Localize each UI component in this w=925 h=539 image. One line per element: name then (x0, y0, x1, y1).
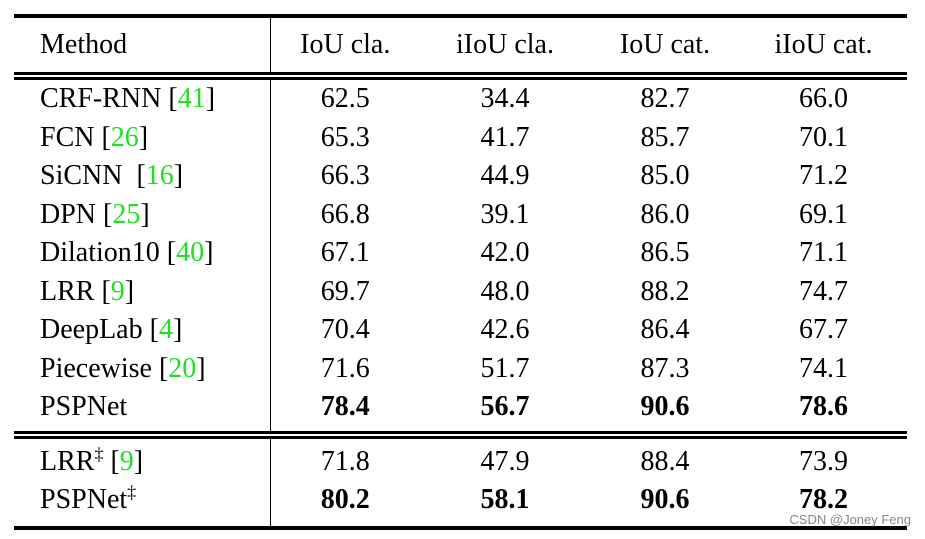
row-group: CRF-RNN [41] 62.5 34.4 82.7 66.0 FCN [26] 65.3… (14, 76, 907, 435)
value-cell: 88.2 (640, 275, 690, 307)
table-row: PSPNet 78.4 56.7 90.6 78.6 (14, 388, 907, 435)
value-cell: 34.4 (480, 83, 530, 115)
method-cell: SiCNN [16] (14, 157, 271, 196)
value-cell: 78.4 (320, 391, 370, 423)
value-cell: 90.6 (640, 484, 690, 516)
method-cell: Dilation10 [40] (14, 234, 271, 273)
row-group: LRR‡ [9] 71.8 47.9 88.4 73.9 PSPNet‡ 80.2 58.1 9… (14, 434, 907, 528)
value-cell: 69.1 (799, 198, 848, 230)
value-cell: 62.5 (320, 83, 370, 115)
value-cell: 65.3 (320, 121, 370, 153)
table-row: DeepLab [4] 70.4 42.6 86.4 67.7 (14, 311, 907, 350)
value-cell: 88.4 (640, 445, 690, 477)
value-cell: 86.5 (640, 237, 690, 269)
value-cell: 78.2 (799, 484, 848, 516)
method-cell: CRF-RNN [41] (14, 76, 271, 119)
value-cell: 48.0 (480, 275, 530, 307)
value-cell: 90.6 (640, 391, 690, 423)
method-cell: PSPNet‡ (14, 481, 271, 528)
table-row: DPN [25] 66.8 39.1 86.0 69.1 (14, 195, 907, 234)
value-cell: 87.3 (640, 352, 690, 384)
method-cell: DPN [25] (14, 195, 271, 234)
value-cell: 42.6 (480, 314, 530, 346)
watermark: CSDN @Joney Feng (789, 512, 911, 527)
value-cell: 67.7 (799, 314, 848, 346)
value-cell: 86.4 (640, 314, 690, 346)
table-row: LRR‡ [9] 71.8 47.9 88.4 73.9 (14, 434, 907, 481)
value-cell: 80.2 (320, 484, 370, 516)
value-cell: 71.8 (320, 445, 370, 477)
method-cell: Piecewise [20] (14, 349, 271, 388)
table-row: Piecewise [20] 71.6 51.7 87.3 74.1 (14, 349, 907, 388)
value-cell: 74.7 (799, 275, 848, 307)
value-cell: 85.7 (640, 121, 690, 153)
value-cell: 67.1 (320, 237, 370, 269)
table-row: FCN [26] 65.3 41.7 85.7 70.1 (14, 118, 907, 157)
header-row: Method IoU cla. iIoU cla. IoU cat. iIoU cat. (14, 16, 907, 76)
value-cell: 39.1 (480, 198, 530, 230)
table-row: CRF-RNN [41] 62.5 34.4 82.7 66.0 (14, 76, 907, 119)
value-cell: 56.7 (480, 391, 530, 423)
table-row: LRR [9] 69.7 48.0 88.2 74.7 (14, 272, 907, 311)
column-header: Method (14, 16, 271, 76)
value-cell: 51.7 (480, 352, 530, 384)
value-cell: 70.1 (799, 121, 848, 153)
value-cell: 73.9 (799, 445, 848, 477)
table-row: SiCNN [16] 66.3 44.9 85.0 71.2 (14, 157, 907, 196)
results-table: Method IoU cla. iIoU cla. IoU cat. iIoU cat.… (14, 14, 907, 530)
value-cell: 66.8 (320, 198, 370, 230)
value-cell: 78.6 (799, 391, 848, 423)
value-cell: 86.0 (640, 198, 690, 230)
value-cell: 71.1 (799, 237, 848, 269)
table-row: Dilation10 [40] 67.1 42.0 86.5 71.1 (14, 234, 907, 273)
column-header: IoU cat. (619, 29, 711, 60)
value-cell: 42.0 (480, 237, 530, 269)
value-cell: 71.2 (799, 160, 848, 192)
method-cell: FCN [26] (14, 118, 271, 157)
value-cell: 66.0 (799, 83, 848, 115)
column-header: iIoU cat. (774, 29, 873, 60)
value-cell: 74.1 (799, 352, 848, 384)
value-cell: 70.4 (320, 314, 370, 346)
column-header: iIoU cla. (456, 29, 554, 60)
value-cell: 47.9 (480, 445, 530, 477)
column-header: IoU cla. (300, 29, 391, 60)
value-cell: 85.0 (640, 160, 690, 192)
value-cell: 82.7 (640, 83, 690, 115)
value-cell: 58.1 (480, 484, 530, 516)
value-cell: 44.9 (480, 160, 530, 192)
method-cell: LRR [9] (14, 272, 271, 311)
table-row: PSPNet‡ 80.2 58.1 90.6 78.2 (14, 481, 907, 528)
method-cell: PSPNet (14, 388, 271, 435)
value-cell: 71.6 (320, 352, 370, 384)
value-cell: 66.3 (320, 160, 370, 192)
method-cell: LRR‡ [9] (14, 434, 271, 481)
value-cell: 41.7 (480, 121, 530, 153)
method-cell: DeepLab [4] (14, 311, 271, 350)
value-cell: 69.7 (320, 275, 370, 307)
